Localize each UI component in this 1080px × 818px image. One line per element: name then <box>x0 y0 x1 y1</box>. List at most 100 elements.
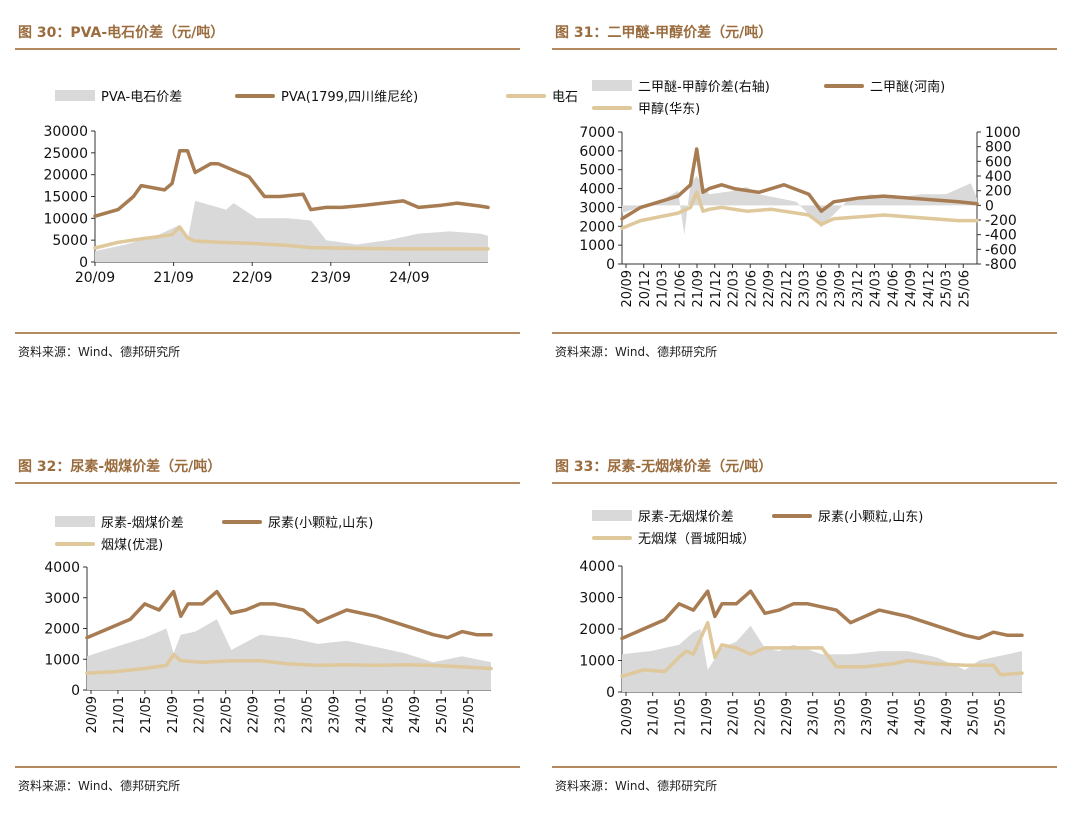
y-tick-label: 0 <box>79 255 88 271</box>
x-tick-label: 22/03 <box>727 270 742 307</box>
x-tick-label: 21/05 <box>673 698 688 735</box>
title-divider <box>552 48 1057 50</box>
series-line <box>93 148 490 218</box>
x-tick-label: 20/09 <box>75 270 115 286</box>
title-divider <box>15 48 520 50</box>
x-tick-label: 24/09 <box>904 270 919 307</box>
x-tick-label: 22/09 <box>780 698 795 735</box>
x-tick-label: 25/01 <box>435 696 450 733</box>
legend-item: 甲醇(华东) <box>592 101 700 117</box>
y-tick-label: 30000 <box>43 124 88 140</box>
y-tick-label: 3000 <box>579 200 615 216</box>
urea-bituminous-chart-svg: 尿素-烟煤价差 尿素(小颗粒,山东) 烟煤(优混) 0 1000 2000 3000 4000… <box>44 516 493 733</box>
legend-item: 烟煤(优混) <box>55 538 163 553</box>
footer-divider <box>15 766 520 768</box>
x-tick-label: 21/01 <box>112 696 127 733</box>
series-line <box>85 589 493 640</box>
y-tick-label: 7000 <box>579 125 615 141</box>
chart-panel-pva: 图 30：PVA-电石价差（元/吨） PVA-电石价差 PVA(1799,四川维尼… <box>15 14 578 384</box>
x-tick-label: 23/09 <box>311 270 351 286</box>
x-tick-label: 23/05 <box>300 696 315 733</box>
legend-item: PVA-电石价差 <box>55 90 182 105</box>
x-tick-label: 21/09 <box>153 270 193 286</box>
x-tick-label: 23/09 <box>860 698 875 735</box>
x-tick-label: 21/05 <box>139 696 154 733</box>
x-tick-label: 22/12 <box>780 270 795 307</box>
x-tick-label: 23/09 <box>833 270 848 307</box>
chart-title: 图 32：尿素-烟煤价差（元/吨） <box>18 459 222 475</box>
legend-label: 电石 <box>552 90 578 105</box>
y2-tick-label: 1000 <box>985 125 1021 141</box>
x-tick-label: 24/09 <box>408 696 423 733</box>
title-divider <box>15 482 520 484</box>
x-tick-label: 23/01 <box>807 698 822 735</box>
y-tick-label: 4000 <box>44 560 80 576</box>
x-tick-label: 24/05 <box>381 696 396 733</box>
x-tick-label: 22/05 <box>220 696 235 733</box>
chart-panel-urea-anthracite: 图 33：尿素-无烟煤价差（元/吨） 尿素-无烟煤价差 尿素(小颗粒,山东) 无烟煤… <box>552 448 1057 818</box>
series-area <box>622 625 1022 692</box>
x-tick-label: 23/03 <box>798 270 813 307</box>
legend-item: 尿素-无烟煤价差 <box>592 510 734 525</box>
legend-label: 二甲醚-甲醇价差(右轴) <box>638 79 770 95</box>
series-line <box>620 589 1024 641</box>
y-tick-label: 10000 <box>43 211 88 227</box>
x-tick-label: 20/09 <box>620 698 635 735</box>
series-line <box>620 147 979 221</box>
legend-item: 二甲醚(河南) <box>824 79 945 95</box>
x-tick-label: 22/05 <box>753 698 768 735</box>
y-tick-label: 0 <box>606 685 615 701</box>
x-tick-label: 22/09 <box>232 270 272 286</box>
x-tick-label: 21/06 <box>673 270 688 307</box>
x-tick-label: 23/05 <box>833 698 848 735</box>
legend-swatch <box>592 536 632 540</box>
x-tick-label: 25/05 <box>993 698 1008 735</box>
legend-item: 尿素(小颗粒,山东) <box>772 510 923 525</box>
x-tick-label: 21/01 <box>647 698 662 735</box>
legend-swatch <box>55 516 95 527</box>
x-tick-label: 24/12 <box>922 270 937 307</box>
legend-swatch <box>772 514 812 518</box>
y2-tick-label: 800 <box>985 140 1012 156</box>
y-tick-label: 0 <box>606 257 615 273</box>
x-tick-label: 25/01 <box>967 698 982 735</box>
x-tick-label: 21/03 <box>656 270 671 307</box>
y2-tick-label: -600 <box>985 242 1017 258</box>
legend-swatch <box>55 90 95 101</box>
series-line <box>85 652 493 675</box>
legend-swatch <box>235 94 275 98</box>
y-tick-label: 25000 <box>43 146 88 162</box>
x-tick-label: 21/09 <box>166 696 181 733</box>
x-tick-label: 22/06 <box>744 270 759 307</box>
legend-swatch <box>506 94 546 98</box>
legend-item: 电石 <box>506 90 578 105</box>
title-divider <box>552 482 1057 484</box>
y-tick-label: 20000 <box>43 168 88 184</box>
x-tick-label: 24/05 <box>913 698 928 735</box>
chart-title: 图 33：尿素-无烟煤价差（元/吨） <box>555 459 773 475</box>
series-line <box>620 620 1024 679</box>
urea-anthracite-chart-svg: 尿素-无烟煤价差 尿素(小颗粒,山东) 无烟煤（晋城阳城） 0 1000 2000 3000… <box>579 510 1024 735</box>
y2-tick-label: 200 <box>985 184 1012 200</box>
series-area <box>622 176 977 235</box>
series-area <box>95 200 488 262</box>
source-note: 资料来源：Wind、德邦研究所 <box>18 779 181 793</box>
y-tick-label: 1000 <box>579 654 615 670</box>
y-tick-label: 5000 <box>52 233 88 249</box>
legend-item: 无烟煤（晋城阳城） <box>592 532 755 547</box>
legend-item: PVA(1799,四川维尼纶) <box>235 90 418 105</box>
x-tick-label: 24/09 <box>940 698 955 735</box>
pva-chart-svg: PVA-电石价差 PVA(1799,四川维尼纶) 电石 0 5000 10000 15000… <box>43 90 578 286</box>
series-area <box>87 619 491 690</box>
y-tick-label: 1000 <box>579 238 615 254</box>
x-tick-label: 22/09 <box>247 696 262 733</box>
legend-item: 尿素(小颗粒,山东) <box>222 516 373 531</box>
x-tick-label: 25/03 <box>940 270 955 307</box>
x-tick-label: 20/09 <box>620 270 635 307</box>
legend-label: 尿素-烟煤价差 <box>101 516 184 531</box>
x-tick-label: 20/09 <box>85 696 100 733</box>
x-tick-label: 23/01 <box>274 696 289 733</box>
footer-divider <box>15 332 520 334</box>
legend-swatch <box>592 510 632 521</box>
y2-tick-label: -800 <box>985 257 1017 273</box>
